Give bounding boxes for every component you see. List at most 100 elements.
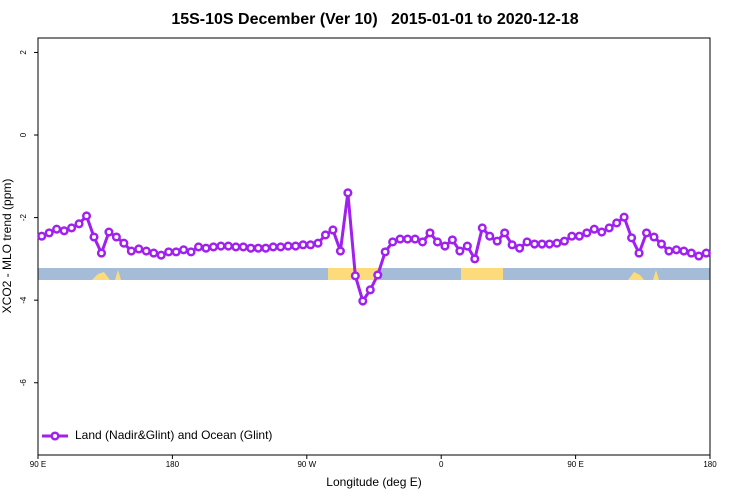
data-point [104, 227, 114, 237]
data-point [350, 271, 360, 281]
data-point [485, 231, 495, 241]
data-point [634, 248, 644, 258]
data-point [216, 241, 226, 251]
x-tick-label: 90 E [567, 460, 583, 469]
data-point [425, 228, 435, 238]
data-point [515, 243, 525, 253]
data-point [96, 248, 107, 258]
data-point [679, 246, 689, 256]
data-point [74, 219, 84, 229]
land-band [461, 268, 503, 280]
data-point [335, 246, 345, 256]
data-point [455, 246, 465, 256]
chart-title: 15S-10S December (Ver 10) 2015-01-01 to … [171, 11, 578, 28]
data-point [261, 243, 271, 253]
data-point [313, 238, 323, 248]
data-point [373, 270, 383, 280]
data-point [179, 245, 189, 255]
data-point [627, 233, 637, 243]
data-point [417, 237, 428, 247]
data-point [186, 247, 196, 257]
data-point [447, 235, 457, 245]
land-patch [653, 270, 659, 280]
data-point [567, 231, 577, 241]
data-point [365, 285, 375, 295]
data-point [67, 223, 77, 233]
data-point [193, 242, 204, 252]
data-point [358, 296, 368, 306]
x-axis-label: Longitude (deg E) [326, 475, 421, 489]
data-point [701, 248, 711, 258]
data-point [694, 251, 704, 261]
data-point [291, 241, 301, 251]
data-point [641, 228, 652, 238]
data-point [477, 223, 487, 233]
y-tick-label: 2 [19, 50, 28, 55]
data-point [470, 254, 480, 264]
data-point [246, 243, 256, 253]
data-point [253, 243, 263, 253]
data-point [656, 239, 667, 249]
data-point [89, 232, 99, 242]
data-point [492, 236, 502, 246]
data-point [231, 242, 241, 252]
data-point [671, 245, 681, 255]
data-point [44, 228, 54, 238]
data-point [52, 224, 62, 234]
data-point [380, 247, 390, 257]
data-point [544, 239, 555, 249]
y-axis-label: XCO2 - MLO trend (ppm) [0, 179, 14, 314]
x-tick-label: 90 W [297, 460, 316, 469]
data-point [238, 242, 248, 252]
land-patch [115, 270, 121, 280]
data-point [111, 232, 121, 242]
data-point [328, 225, 338, 235]
data-point [612, 218, 622, 228]
x-tick-label: 90 E [30, 460, 46, 469]
data-point [432, 237, 443, 247]
data-point [440, 241, 450, 251]
data-point [223, 241, 233, 251]
data-point [529, 239, 540, 249]
data-point [388, 237, 398, 247]
data-point [171, 247, 181, 257]
data-point [119, 238, 129, 248]
data-point [649, 232, 659, 242]
data-point [574, 231, 584, 241]
data-point [552, 238, 562, 248]
data-point [149, 248, 159, 258]
data-point [410, 234, 420, 244]
data-point [507, 240, 517, 250]
data-point [403, 234, 413, 244]
data-point [305, 240, 316, 250]
x-tick-label: 180 [166, 460, 180, 469]
x-tick-label: 180 [703, 460, 717, 469]
data-point [522, 237, 532, 247]
y-tick-label: 0 [19, 132, 28, 137]
data-point [283, 241, 293, 251]
data-point [619, 212, 629, 222]
data-point [537, 239, 547, 249]
data-point [268, 242, 278, 252]
land-patch [628, 272, 644, 280]
data-point [320, 230, 331, 240]
plot-frame [37, 37, 711, 456]
data-point [589, 224, 599, 234]
data-point [462, 241, 472, 251]
data-point [126, 246, 136, 256]
data-point [500, 228, 510, 238]
data-point [37, 231, 47, 241]
data-point [298, 240, 308, 250]
data-point [276, 242, 286, 252]
legend-label: Land (Nadir&Glint) and Ocean (Glint) [75, 428, 272, 442]
data-point [164, 247, 174, 257]
data-point [343, 188, 353, 198]
data-point [201, 243, 211, 253]
data-point [559, 236, 569, 246]
y-tick-label: -6 [19, 379, 28, 387]
data-point [156, 250, 166, 260]
data-point [597, 227, 607, 237]
data-point [604, 223, 614, 233]
data-point [134, 244, 144, 254]
x-tick-label: 0 [439, 460, 444, 469]
